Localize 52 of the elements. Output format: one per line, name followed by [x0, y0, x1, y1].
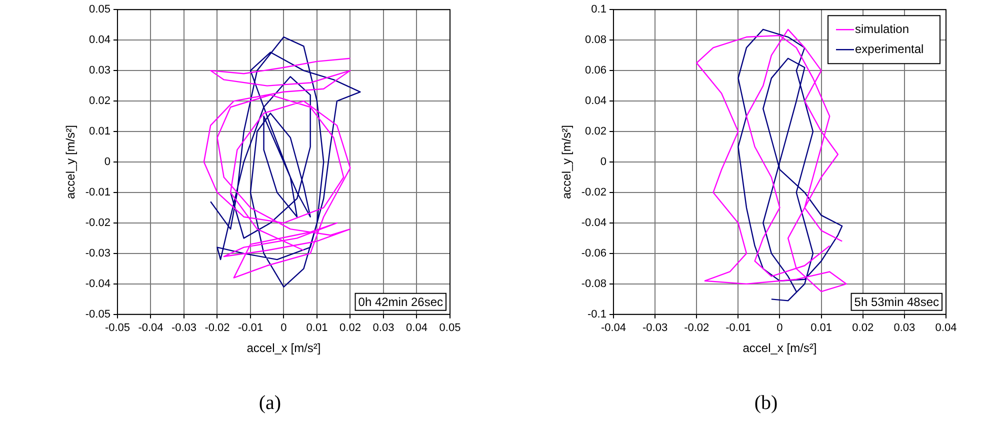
y-tick-label: -0.03: [85, 247, 110, 260]
x-tick-label: 0: [776, 322, 783, 334]
y-tick-label: 0.03: [89, 64, 110, 77]
x-tick-label: 0.03: [372, 322, 394, 334]
y-tick-label: -0.02: [581, 186, 606, 199]
x-tick-label: -0.04: [600, 322, 626, 334]
y-tick-label: 0.06: [585, 64, 606, 77]
x-tick-label: 0.01: [306, 322, 328, 334]
x-tick-label: 0.03: [894, 322, 916, 334]
x-tick-label: 0.04: [406, 322, 428, 334]
y-tick-label: 0.05: [89, 4, 110, 16]
y-tick-label: 0: [104, 156, 110, 168]
x-tick-label: -0.03: [642, 322, 668, 334]
y-tick-label: -0.04: [85, 278, 110, 290]
x-tick-label: -0.04: [138, 322, 164, 334]
y-tick-label: 0: [600, 156, 606, 168]
y-tick-label: -0.02: [85, 216, 110, 229]
y-tick-label: 0.08: [585, 34, 606, 46]
y-tick-label: 0.04: [89, 34, 110, 46]
y-tick-label: -0.06: [581, 247, 606, 260]
x-tick-label: 0.02: [340, 322, 361, 334]
y-tick-label: -0.01: [85, 186, 110, 199]
y-tick-label: 0.02: [89, 95, 110, 108]
y-tick-label: 0.1: [591, 4, 606, 16]
annotation: 0h 42min 26sec: [358, 295, 444, 310]
x-tick-label: -0.05: [104, 322, 130, 334]
y-tick-label: -0.05: [85, 308, 110, 320]
x-tick-label: 0.01: [810, 322, 832, 334]
x-tick-label: 0.04: [935, 322, 957, 334]
x-axis-title: accel_x [m/s²]: [246, 341, 321, 356]
legend-label: experimental: [855, 42, 924, 56]
y-axis-title: accel_y [m/s²]: [64, 124, 78, 200]
x-tick-label: -0.01: [238, 322, 264, 334]
x-axis-title: accel_x [m/s²]: [742, 341, 817, 356]
y-tick-label: 0.02: [585, 126, 606, 138]
text: (a): [258, 392, 282, 415]
annotation: 5h 53min 48sec: [854, 295, 940, 310]
y-tick-label: -0.04: [581, 216, 606, 229]
legend-label: simulation: [855, 22, 910, 36]
x-tick-label: 0.05: [439, 322, 461, 334]
y-tick-label: -0.08: [581, 278, 606, 290]
x-tick-label: -0.03: [171, 322, 197, 334]
x-tick-label: -0.01: [726, 322, 751, 334]
x-tick-label: -0.02: [684, 322, 710, 334]
y-axis-title: accel_y [m/s²]: [560, 124, 574, 200]
text: (b): [753, 392, 779, 415]
x-tick-label: -0.02: [204, 322, 230, 334]
y-tick-label: 0.01: [89, 126, 110, 138]
y-tick-label: -0.1: [588, 308, 606, 320]
y-tick-label: 0.04: [585, 95, 606, 108]
x-tick-label: 0.02: [852, 322, 874, 334]
x-tick-label: 0: [280, 322, 287, 334]
